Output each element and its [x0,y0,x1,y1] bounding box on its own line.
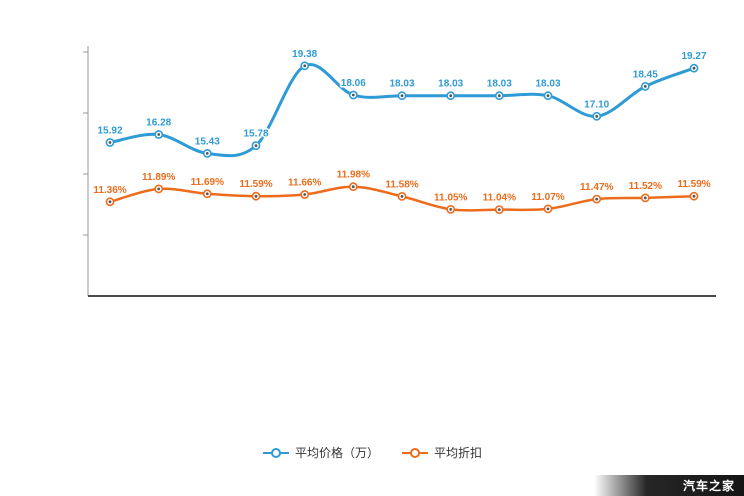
data-label: 15.43 [195,136,220,147]
chart-legend: 平均价格（万） 平均折扣 [0,444,744,461]
data-point-core [351,93,355,97]
legend-label-avg-discount: 平均折扣 [434,446,483,460]
legend-circle-icon [410,447,420,458]
data-point-core [449,94,453,98]
data-point-core [595,114,599,118]
legend-circle-icon [270,447,281,458]
data-label: 11.59% [239,179,272,190]
data-point-core [595,197,599,201]
data-label: 17.10 [584,99,609,110]
watermark-text: 汽车之家 [682,479,735,493]
data-point-core [497,94,501,98]
data-point-core [303,193,307,196]
data-point-core [108,141,112,144]
data-point-core [205,192,209,196]
data-point-core [254,144,258,148]
data-label: 11.47% [580,182,613,193]
legend-avg-discount-icon [402,447,428,458]
legend-item-avg-discount[interactable]: 平均折扣 [401,444,482,461]
data-point-core [546,94,550,98]
data-label: 16.28 [146,118,171,129]
data-label: 19.27 [681,51,706,62]
data-label: 11.07% [531,192,564,203]
data-label: 11.58% [385,179,418,190]
data-label: 18.03 [389,79,414,90]
legend-label-avg-price: 平均价格（万） [294,446,379,460]
data-label: 11.89% [142,172,175,183]
data-point-core [400,195,404,198]
legend-avg-price-icon [262,447,289,458]
data-label: 11.05% [434,192,467,203]
data-point-core [351,185,355,189]
data-label: 11.59% [677,179,710,190]
data-label: 11.66% [288,178,321,189]
data-point-core [157,133,161,136]
data-label: 11.36% [93,185,126,196]
data-point-core [643,85,647,88]
data-point-core [157,187,161,191]
data-point-core [108,200,112,204]
watermark: 汽车之家 [594,475,744,496]
data-label: 11.04% [483,193,516,204]
data-point-core [449,208,453,211]
data-label: 11.98% [337,170,370,181]
legend-item-avg-price[interactable]: 平均价格（万） [262,444,379,461]
data-point-core [497,208,501,212]
data-point-core [643,196,647,200]
data-label: 11.52% [629,181,662,192]
data-point-core [254,194,258,198]
data-point-core [205,152,209,155]
data-label: 11.69% [191,177,224,188]
data-label: 18.45 [633,69,658,80]
data-label: 18.06 [341,78,366,89]
data-label: 15.78 [243,129,268,140]
data-label: 19.38 [292,49,317,60]
data-label: 18.03 [535,79,560,90]
data-point-core [400,94,404,98]
data-point-core [546,207,550,211]
data-point-core [303,64,307,68]
data-label: 18.03 [438,79,463,90]
data-point-core [692,66,696,70]
data-label: 15.92 [97,126,122,137]
data-label: 18.03 [487,79,512,90]
data-point-core [692,194,696,198]
